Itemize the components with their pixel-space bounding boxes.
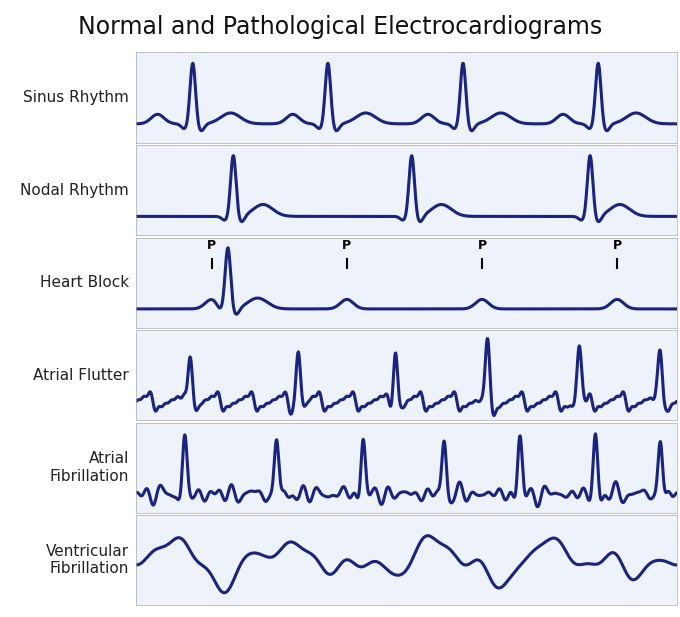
Text: Atrial Flutter: Atrial Flutter xyxy=(33,368,129,383)
Text: Nodal Rhythm: Nodal Rhythm xyxy=(20,183,129,197)
Text: Normal and Pathological Electrocardiograms: Normal and Pathological Electrocardiogra… xyxy=(78,15,602,39)
Text: P: P xyxy=(477,239,487,252)
Text: P: P xyxy=(613,239,622,252)
Text: Sinus Rhythm: Sinus Rhythm xyxy=(23,90,129,105)
Text: P: P xyxy=(342,239,352,252)
Text: P: P xyxy=(207,239,216,252)
Text: Atrial
Fibrillation: Atrial Fibrillation xyxy=(50,452,129,484)
Text: Ventricular
Fibrillation: Ventricular Fibrillation xyxy=(46,544,129,576)
Text: Heart Block: Heart Block xyxy=(40,275,129,290)
